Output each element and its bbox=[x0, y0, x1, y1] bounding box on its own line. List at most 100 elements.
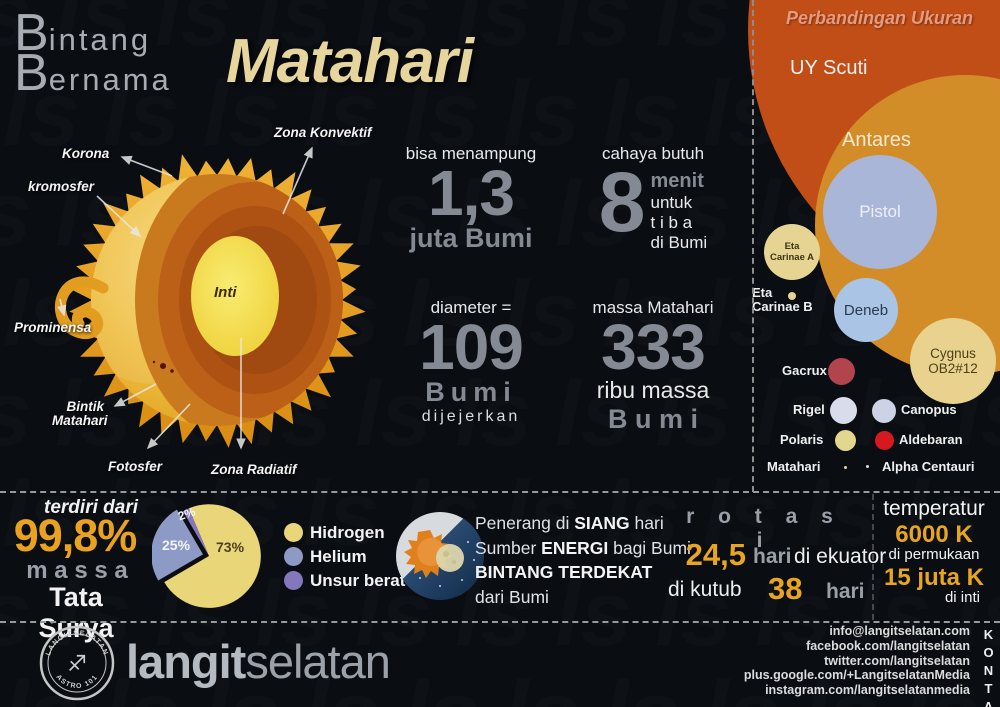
stat-light-unit: menit bbox=[650, 170, 704, 192]
pie-value-hidrogen: 73% bbox=[216, 539, 245, 555]
temperature-section: temperatur 6000 K di permukaan 15 juta K… bbox=[878, 497, 990, 606]
moon-glyph bbox=[436, 544, 464, 572]
star-circle-matahari bbox=[844, 466, 847, 469]
star-circle-polaris bbox=[835, 430, 856, 451]
sun-cutaway-layers bbox=[91, 174, 343, 426]
star-circle-rigel bbox=[830, 397, 857, 424]
star-circle-aldebaran bbox=[875, 431, 894, 450]
label-matahari: Matahari bbox=[767, 459, 821, 474]
page-title: Matahari bbox=[226, 27, 474, 96]
stat-light-intro: cahaya butuh bbox=[601, 144, 705, 163]
sunspot bbox=[170, 369, 174, 373]
pie-slice-helium bbox=[151, 509, 203, 581]
temperature-heading: temperatur bbox=[883, 497, 985, 520]
contact-list: info@langitselatan.com facebook.com/lang… bbox=[744, 624, 970, 698]
sun-core bbox=[191, 236, 279, 356]
mass-fact-line2: m a s s a bbox=[26, 557, 128, 584]
page-title-secondary: B intang B ernama bbox=[14, 4, 172, 99]
legend-dot-hidrogen bbox=[284, 523, 303, 542]
rotation-equator-unit: hari bbox=[753, 545, 792, 568]
contact-googleplus[interactable]: plus.google.com/+LangitselatanMedia bbox=[743, 668, 970, 683]
label-eta-carinae-b: Eta Carinae B bbox=[752, 285, 813, 314]
star-circle-eta-carinae-b bbox=[788, 292, 796, 300]
stat-light-line4: di Bumi bbox=[650, 233, 708, 252]
label-antares: Antares bbox=[842, 129, 911, 151]
label-korona: Korona bbox=[62, 146, 110, 161]
temperature-surface-value: 6000 K bbox=[895, 521, 973, 548]
legend-dot-unsur-berat bbox=[284, 571, 303, 590]
label-zona-radiatif: Zona Radiatif bbox=[211, 462, 297, 477]
prominence-loop bbox=[54, 276, 109, 339]
facts-section: Penerang di SIANG hari Sumber ENERGI bag… bbox=[475, 511, 691, 609]
contact-twitter[interactable]: twitter.com/langitselatan bbox=[824, 653, 970, 668]
pie-slice-hidrogen bbox=[164, 504, 261, 608]
title-rest-1: intang bbox=[48, 22, 152, 57]
stat-volume-intro: bisa menampung bbox=[405, 144, 537, 163]
legend-label-unsur-berat: Unsur berat bbox=[310, 571, 406, 590]
divider-temperature bbox=[872, 494, 874, 620]
label-polaris: Polaris bbox=[780, 432, 824, 447]
pie-value-helium: 25% bbox=[162, 537, 191, 553]
mass-fact-line3: Tata Surya bbox=[38, 582, 114, 643]
label-aldebaran: Aldebaran bbox=[899, 432, 963, 447]
stat-mass-intro: massa Matahari bbox=[592, 298, 714, 317]
mass-fact-value: 99,8% bbox=[13, 510, 138, 561]
label-inti: Inti bbox=[214, 284, 237, 301]
label-bintik-matahari: Bintik Matahari bbox=[52, 399, 108, 428]
fact-line-3: BINTANG TERDEKAT bbox=[475, 562, 653, 582]
day-night-icon bbox=[396, 512, 484, 600]
stat-volume-unit: juta Bumi bbox=[409, 222, 533, 253]
rotation-equator-label: di ekuator bbox=[794, 545, 887, 568]
stat-light-line2: untuk bbox=[650, 193, 693, 212]
kontak-vertical-label: KONTAK bbox=[981, 627, 996, 707]
contact-instagram[interactable]: instagram.com/langitselatanmedia bbox=[765, 683, 970, 698]
centaur-glyph: ♐ bbox=[67, 651, 87, 676]
sun-cutaway-illustration bbox=[54, 154, 366, 448]
star-circle-eta-carinae-a: Eta Carinae A bbox=[764, 224, 820, 280]
stat-diameter-intro: diameter = bbox=[430, 298, 512, 317]
label-fotosfer: Fotosfer bbox=[108, 459, 162, 474]
star-circle-canopus bbox=[872, 399, 896, 423]
divider-horizontal-top bbox=[0, 491, 1000, 493]
legend-label-hidrogen: Hidrogen bbox=[310, 523, 385, 542]
divider-horizontal-bottom bbox=[0, 621, 1000, 623]
composition-pie-chart: 73% 25% 2% bbox=[151, 499, 266, 613]
rotation-pole-label: di kutub bbox=[668, 578, 742, 601]
label-zona-konvektif: Zona Konvektif bbox=[274, 125, 372, 140]
brand-wordmark: langitselatan bbox=[126, 635, 391, 688]
star-circle-cygnus: Cygnus OB2#12 bbox=[910, 318, 996, 404]
temperature-surface-label: di permukaan bbox=[888, 546, 980, 563]
rotation-pole-unit: hari bbox=[826, 580, 865, 603]
stat-mass: massa Matahari 333 ribu massa B u m i bbox=[581, 298, 725, 435]
label-gacrux: Gacrux bbox=[782, 363, 827, 378]
contact-email[interactable]: info@langitselatan.com bbox=[829, 624, 970, 638]
star-circle-deneb: Deneb bbox=[834, 278, 898, 342]
stat-mass-line2: ribu massa bbox=[596, 376, 710, 403]
title-initial-1: B bbox=[14, 4, 49, 62]
comparison-title: Perbandingan Ukuran bbox=[786, 8, 974, 28]
label-kromosfer: kromosfer bbox=[28, 179, 95, 194]
legend-label-helium: Helium bbox=[310, 547, 367, 566]
temperature-core-label: di inti bbox=[944, 588, 980, 606]
label-uy-scuti: UY Scuti bbox=[790, 57, 868, 79]
stat-diameter-unit: Bumi bbox=[425, 376, 517, 407]
sunspot bbox=[160, 363, 166, 369]
stat-diameter-suffix: dijejerkan bbox=[421, 407, 521, 425]
title-rest-2: ernama bbox=[48, 62, 172, 97]
stars bbox=[419, 541, 475, 587]
divider-vertical bbox=[752, 0, 754, 492]
star-circle-alpha-centauri bbox=[866, 465, 869, 468]
pie-slice-unsur-berat bbox=[182, 508, 209, 556]
sunspot bbox=[152, 360, 156, 364]
rotation-heading: r o t a s i bbox=[686, 505, 842, 552]
langitselatan-stamp-logo: LANGITSELATAN ASTRO 101 ♐ bbox=[38, 624, 116, 707]
stat-diameter-value: 109 bbox=[419, 311, 524, 383]
stat-volume-value: 1,3 bbox=[428, 157, 515, 229]
stat-mass-value: 333 bbox=[601, 311, 706, 383]
temperature-core-value: 15 juta K bbox=[883, 563, 985, 591]
mass-fact-intro: terdiri dari bbox=[44, 497, 138, 518]
contact-facebook[interactable]: facebook.com/langitselatan bbox=[806, 638, 970, 653]
rotation-pole-value: 38 bbox=[768, 571, 803, 606]
star-circle-pistol: Pistol bbox=[823, 155, 937, 269]
stat-light-value: 8 bbox=[598, 155, 646, 249]
